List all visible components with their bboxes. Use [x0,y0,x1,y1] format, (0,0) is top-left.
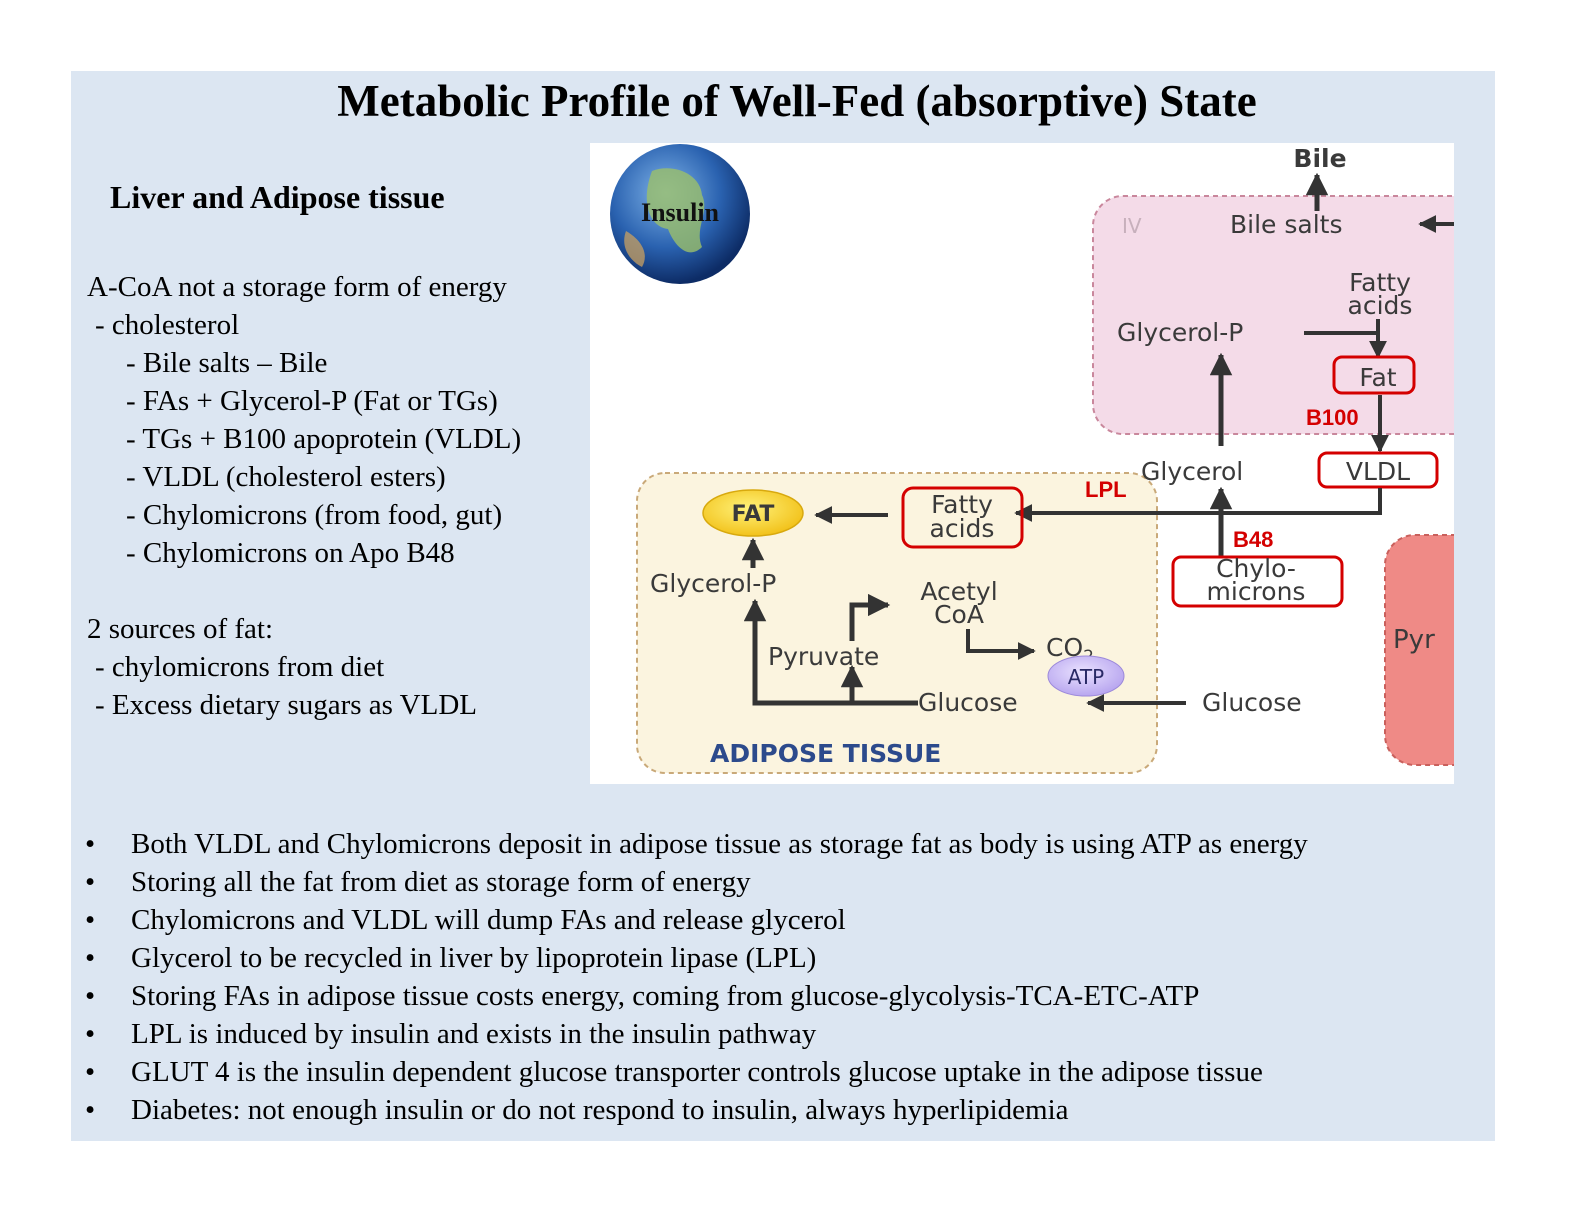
bullet-item: Both VLDL and Chylomicrons deposit in ad… [85,828,1308,866]
note-line: - chylomicrons from diet [95,651,385,683]
atp-label: ATP [1068,665,1104,689]
note-line: - Chylomicrons (from food, gut) [126,499,503,531]
right-region [1384,534,1454,766]
liver-fatty-acids-label: Fatty [1349,268,1411,297]
adipose-glycerol-p-label: Glycerol-P [650,569,776,598]
note-line: - TGs + B100 apoprotein (VLDL) [126,423,522,455]
adipose-fatty-acids-label: acids [930,514,995,543]
liver-fatty-acids-label: acids [1348,291,1413,320]
insulin-label: Insulin [641,198,720,227]
liver-glycerol-p-label: Glycerol-P [1117,318,1243,347]
liver-region [1092,195,1454,435]
bullet-item: Glycerol to be recycled in liver by lipo… [85,942,1308,980]
note-line: - Chylomicrons on Apo B48 [126,537,455,569]
bile-label: Bile [1293,144,1346,173]
b48-label: B48 [1233,527,1273,552]
adipose-region [636,472,1158,774]
bullet-item: GLUT 4 is the insulin dependent glucose … [85,1056,1308,1094]
note-line: - cholesterol [95,309,240,341]
atp-bubble [1047,655,1125,697]
pyruvate-label: Pyruvate [768,642,879,671]
pyr-label: Pyr [1393,625,1435,655]
bullet-item: LPL is induced by insulin and exists in … [85,1018,1308,1056]
note-line: - FAs + Glycerol-P (Fat or TGs) [126,385,498,417]
adipose-tissue-label: ADIPOSE TISSUE [710,739,941,768]
bullet-item: Storing FAs in adipose tissue costs ener… [85,980,1308,1018]
b100-label: B100 [1306,405,1359,430]
fat-bubble [702,489,804,537]
fat-highlight-box [1332,355,1416,395]
note-line: - VLDL (cholesterol esters) [126,461,446,493]
roman-numeral-label: IV [1122,214,1142,238]
bile-salts-label: Bile salts [1230,210,1343,239]
note-line: - Bile salts – Bile [126,347,328,379]
adipose-fatty-acids-label: Fatty [931,490,993,519]
slide-title: Metabolic Profile of Well-Fed (absorptiv… [337,76,1257,126]
adipose-glucose-label: Glucose [918,688,1018,717]
section-subtitle: Liver and Adipose tissue [110,179,445,215]
acetyl-coa-label: CoA [934,600,984,629]
adipose-fat-label: FAT [732,502,775,527]
bullet-item: Diabetes: not enough insulin or do not r… [85,1094,1308,1132]
chylomicrons-label: microns [1207,577,1306,606]
bullet-list: Both VLDL and Chylomicrons deposit in ad… [85,828,1308,1132]
diagram-svg: IV Pyr Insulin Bile Bile salts Fatty aci… [610,144,1454,774]
liver-fat-label: Fat [1359,363,1396,392]
glycerol-label: Glycerol [1141,457,1243,486]
bullet-item: Chylomicrons and VLDL will dump FAs and … [85,904,1308,942]
chylomicrons-box [1171,555,1344,608]
note-line: 2 sources of fat: [87,613,274,645]
blood-glucose-label: Glucose [1202,688,1302,717]
bullet-item: Storing all the fat from diet as storage… [85,866,1308,904]
metabolic-diagram: IV Pyr Insulin Bile Bile salts Fatty aci… [590,143,1454,784]
acetyl-coa-label: Acetyl [920,577,997,606]
globe-icon [610,144,750,284]
note-line: A-CoA not a storage form of energy [87,271,507,303]
vldl-label: VLDL [1346,457,1410,486]
chylomicrons-label: Chylo- [1216,554,1296,583]
note-line: - Excess dietary sugars as VLDL [95,689,477,721]
adipose-fatty-acids-box [901,486,1024,549]
lpl-label: LPL [1085,477,1127,502]
slide: Metabolic Profile of Well-Fed (absorptiv… [71,71,1495,1141]
vldl-highlight-box [1317,451,1439,489]
